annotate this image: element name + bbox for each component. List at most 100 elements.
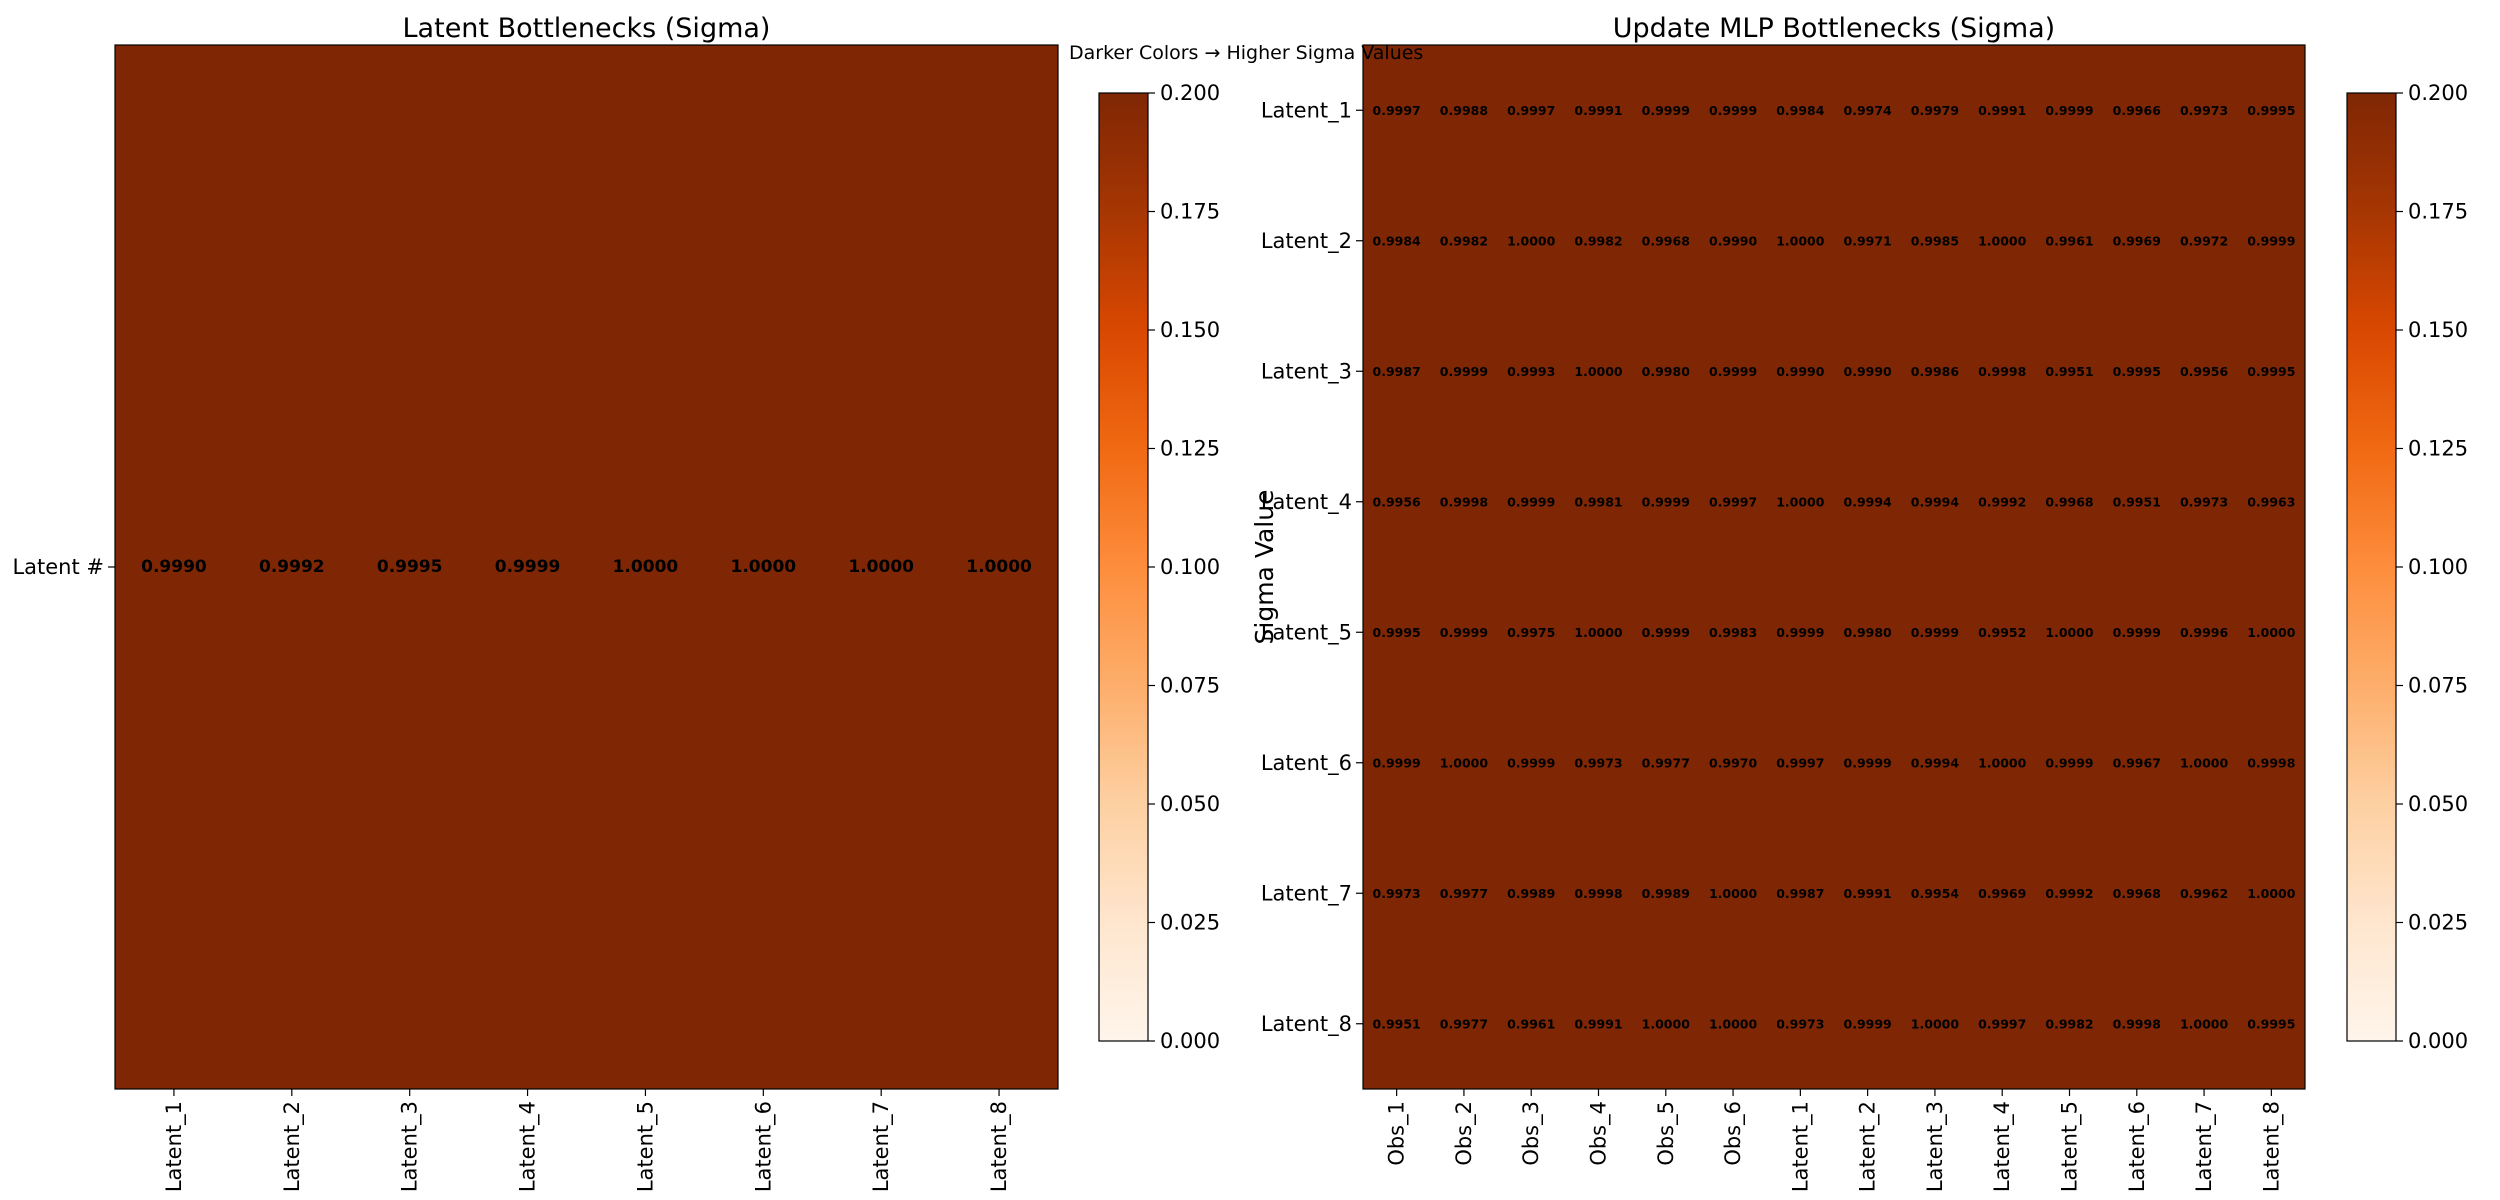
cell-value-label: 0.9952 xyxy=(1978,625,2026,640)
cell-value-label: 0.9963 xyxy=(2247,494,2295,509)
cell-value-label: 0.9999 xyxy=(1709,103,1757,118)
heatmap-cell xyxy=(2103,828,2171,959)
cell-value-label: 1.0000 xyxy=(1978,755,2027,770)
cell-value-label: 0.9991 xyxy=(1574,103,1622,118)
cell-value-label: 0.9999 xyxy=(1642,494,1690,509)
heatmap-cell xyxy=(1834,45,1902,176)
heatmap-cell xyxy=(1699,306,1768,437)
cell-value-label: 0.9997 xyxy=(1709,494,1757,509)
heatmap-cell xyxy=(1430,697,1499,829)
heatmap-cell xyxy=(2035,828,2104,959)
heatmap-cell xyxy=(1834,697,1902,829)
heatmap-cell xyxy=(1363,828,1431,959)
colorbar-tick-label: 0.125 xyxy=(1160,437,1220,461)
cell-value-label: 0.9999 xyxy=(495,557,561,577)
cell-value-label: 0.9987 xyxy=(1776,886,1824,901)
cell-value-label: 0.9982 xyxy=(1574,233,1622,248)
cell-value-label: 0.9999 xyxy=(2045,755,2093,770)
heatmap-cell xyxy=(1766,828,1835,959)
cell-value-label: 0.9979 xyxy=(1911,103,1959,118)
cell-value-label: 1.0000 xyxy=(613,557,679,577)
cell-value-label: 1.0000 xyxy=(1440,755,1489,770)
heatmap-cell xyxy=(1564,45,1633,176)
cell-value-label: 0.9988 xyxy=(1440,103,1488,118)
cell-value-label: 0.9973 xyxy=(1776,1016,1824,1031)
cell-value-label: 0.9971 xyxy=(1844,233,1892,248)
colorbar-tick-label: 0.175 xyxy=(2408,200,2468,224)
x-tick-label: Obs_2 xyxy=(1452,1101,1477,1166)
colorbar-tick-label: 0.050 xyxy=(1160,792,1220,816)
heatmap-cell xyxy=(2103,697,2171,829)
heatmap-cell xyxy=(1564,958,1633,1090)
cell-value-label: 1.0000 xyxy=(848,557,914,577)
heatmap-cell xyxy=(1497,306,1566,437)
heatmap-cell xyxy=(2237,175,2306,307)
cell-value-label: 0.9969 xyxy=(1978,886,2026,901)
cell-value-label: 0.9999 xyxy=(1642,625,1690,640)
cell-value-label: 0.9995 xyxy=(2247,1016,2295,1031)
y-tick-label: Latent_8 xyxy=(1261,1012,1352,1037)
heatmap-cell xyxy=(2103,45,2171,176)
heatmap-cell xyxy=(2237,45,2306,176)
cell-value-label: 1.0000 xyxy=(1507,233,1556,248)
cell-value-label: 0.9993 xyxy=(1507,364,1555,379)
heatmap-cell xyxy=(1363,436,1431,568)
heatmap-cell xyxy=(1699,436,1768,568)
x-tick-label: Latent_3 xyxy=(1923,1101,1948,1192)
cell-value-label: 0.9956 xyxy=(1373,494,1422,509)
heatmap-latent-bottlenecks: 0.9990 0.9992 0.9995 0.9999 1.0000 1.0000 1.00… xyxy=(12,13,1279,1192)
cell-value-label: 1.0000 xyxy=(1642,1016,1691,1031)
cell-value-label: 0.9991 xyxy=(1978,103,2026,118)
cell-value-label: 1.0000 xyxy=(731,557,797,577)
cell-value-label: 0.9999 xyxy=(2045,103,2093,118)
x-tick-label: Latent_5 xyxy=(633,1101,658,1192)
cell-value-label: 1.0000 xyxy=(1709,886,1758,901)
cell-value-label: 1.0000 xyxy=(1776,233,1825,248)
cell-value-label: 0.9991 xyxy=(1574,1016,1622,1031)
heatmap-cell xyxy=(1968,958,2037,1090)
heatmap-cell xyxy=(1632,697,1700,829)
colorbar-label: Sigma Value xyxy=(2498,490,2500,645)
heatmap-cell xyxy=(1699,828,1768,959)
cell-value-label: 1.0000 xyxy=(2247,886,2296,901)
heatmap-cell xyxy=(1430,306,1499,437)
x-tick-label: Obs_4 xyxy=(1587,1101,1612,1166)
heatmap-cell xyxy=(2035,958,2104,1090)
colorbar-tick-label: 0.075 xyxy=(1160,674,1220,698)
colorbar-tick-label: 0.050 xyxy=(2408,792,2468,816)
cell-value-label: 0.9995 xyxy=(1373,625,1421,640)
cell-value-label: 0.9954 xyxy=(1911,886,1960,901)
x-tick-label: Latent_5 xyxy=(2058,1101,2083,1192)
heatmap-cell xyxy=(1363,306,1431,437)
cell-value-label: 0.9990 xyxy=(1776,364,1825,379)
cell-value-label: 0.9995 xyxy=(2247,103,2295,118)
cell-value-label: 0.9972 xyxy=(2180,233,2228,248)
heatmap-cell xyxy=(1968,175,2037,307)
colorbar-tick-label: 0.200 xyxy=(1160,81,1220,105)
heatmap-cell xyxy=(1766,567,1835,698)
cell-value-label: 0.9951 xyxy=(1373,1016,1421,1031)
colorbar-gradient xyxy=(1098,92,1149,1042)
heatmap-cell xyxy=(1901,306,1970,437)
x-tick-label: Latent_2 xyxy=(280,1101,305,1192)
cell-value-label: 1.0000 xyxy=(1709,1016,1758,1031)
cell-value-label: 0.9973 xyxy=(2180,494,2228,509)
heatmap-cell xyxy=(1968,828,2037,959)
cell-value-label: 0.9997 xyxy=(1373,103,1421,118)
heatmap-cell xyxy=(704,45,823,1090)
y-tick-label: Latent_3 xyxy=(1261,359,1352,384)
heatmap-cell xyxy=(2170,436,2239,568)
colorbar-tick-label: 0.100 xyxy=(2408,555,2468,579)
heatmap-cell xyxy=(2103,958,2171,1090)
cell-value-label: 0.9998 xyxy=(2113,1016,2161,1031)
cell-value-label: 0.9967 xyxy=(2113,755,2161,770)
heatmap-cell xyxy=(1766,45,1835,176)
heatmap-cell xyxy=(2035,306,2104,437)
colorbar-tick-label: 0.175 xyxy=(1160,200,1220,224)
y-tick-label: Latent_2 xyxy=(1261,229,1352,254)
cell-value-label: 0.9999 xyxy=(1507,755,1555,770)
heatmap-cell xyxy=(2170,828,2239,959)
heatmap-cell xyxy=(1834,436,1902,568)
x-tick-label: Latent_7 xyxy=(2192,1101,2217,1192)
